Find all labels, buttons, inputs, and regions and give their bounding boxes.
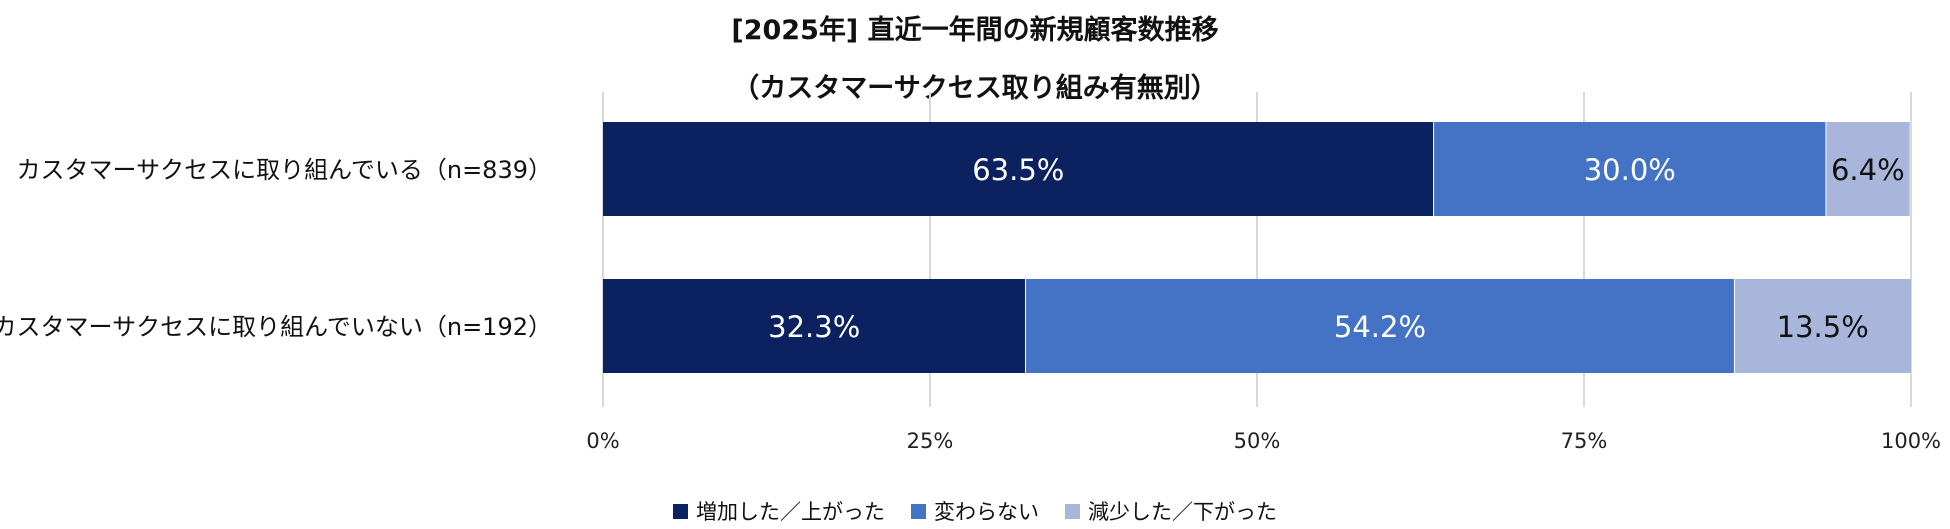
bar-segment [1433, 122, 1826, 216]
legend-label: 増加した／上がった [696, 500, 885, 524]
data-label: 6.4% [1831, 153, 1905, 187]
chart-subtitle: （カスタマーサクセス取り組み有無別） [732, 73, 1218, 104]
bar-segment [1825, 122, 1910, 216]
bar-segment [1025, 279, 1735, 373]
x-tick-label: 100% [1881, 429, 1941, 453]
category-label: カスタマーサクセスに取り組んでいない（n=192） [0, 313, 552, 341]
data-label: 63.5% [972, 153, 1064, 187]
bar-segment [1734, 279, 1911, 373]
x-tick-label: 25% [907, 429, 954, 453]
legend-swatch [911, 503, 926, 519]
legend-item: 変わらない [911, 496, 1039, 526]
legend: 増加した／上がった 変わらない 減少した／下がった [0, 496, 1950, 526]
x-tick-label: 75% [1561, 429, 1608, 453]
bar-segment [603, 122, 1434, 216]
legend-item: 減少した／下がった [1065, 496, 1277, 526]
data-label: 30.0% [1584, 153, 1676, 187]
category-label: カスタマーサクセスに取り組んでいる（n=839） [17, 156, 552, 184]
x-tick-label: 0% [586, 429, 619, 453]
legend-item: 増加した／上がった [673, 496, 885, 526]
legend-label: 減少した／下がった [1088, 500, 1277, 524]
legend-swatch [1065, 503, 1080, 519]
bar-segment [603, 279, 1026, 373]
legend-label: 変わらない [934, 500, 1039, 524]
data-label: 32.3% [768, 310, 860, 344]
x-tick-label: 50% [1234, 429, 1281, 453]
data-label: 13.5% [1777, 310, 1869, 344]
data-label: 54.2% [1334, 310, 1426, 344]
chart-title: [2025年] 直近一年間の新規顧客数推移 [731, 15, 1219, 46]
legend-swatch [673, 503, 688, 519]
